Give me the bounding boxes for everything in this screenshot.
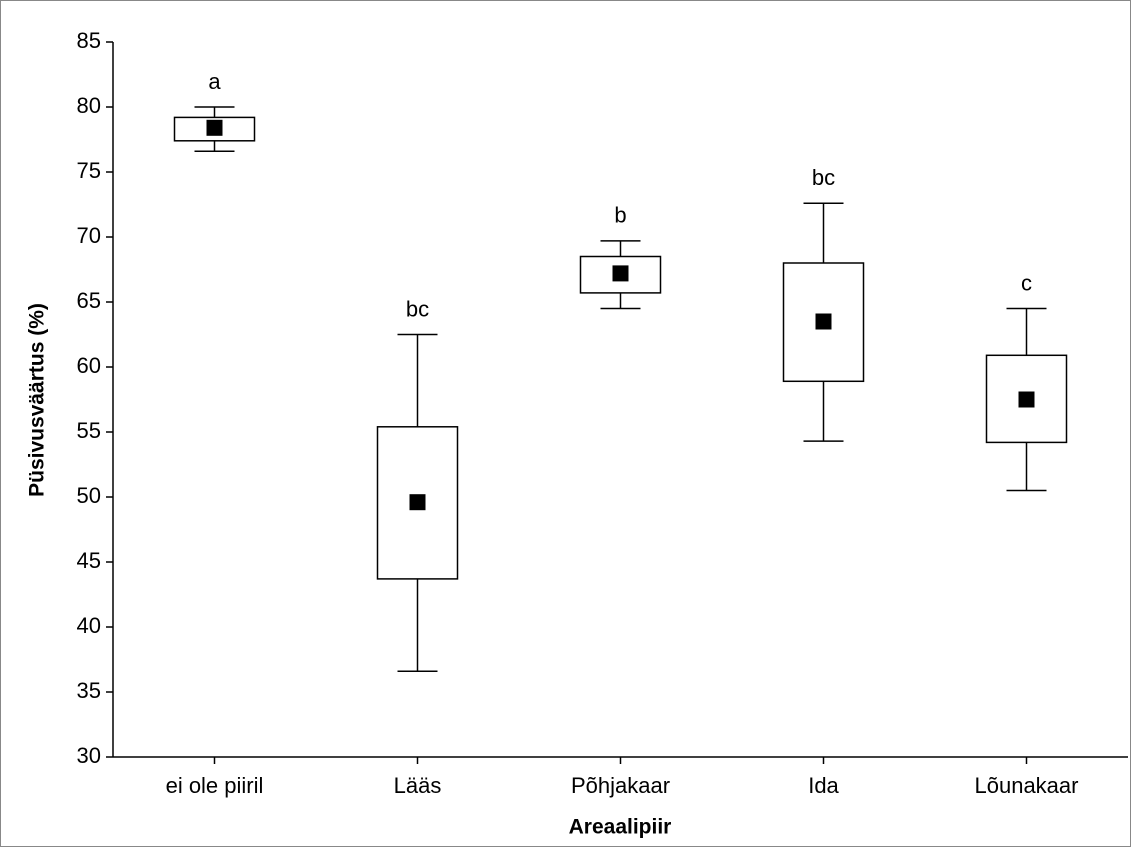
mean-marker	[612, 265, 629, 282]
y-tick-label: 85	[77, 28, 101, 53]
y-tick-label: 60	[77, 353, 101, 378]
y-tick-label: 50	[77, 483, 101, 508]
y-tick-label: 35	[77, 678, 101, 703]
x-tick-label: Lõunakaar	[975, 773, 1079, 798]
annotation: c	[1021, 270, 1032, 295]
y-axis-label: Püsivusväärtus (%)	[26, 303, 49, 497]
mean-marker	[1018, 391, 1035, 408]
x-axis-label: Areaalipiir	[569, 816, 672, 839]
y-tick-label: 30	[77, 743, 101, 768]
annotation: bc	[406, 296, 429, 321]
y-tick-label: 45	[77, 548, 101, 573]
x-tick-label: ei ole piiril	[166, 773, 264, 798]
annotation: a	[208, 69, 221, 94]
y-tick-label: 40	[77, 613, 101, 638]
x-tick-label: Põhjakaar	[571, 773, 670, 798]
y-tick-label: 75	[77, 158, 101, 183]
y-tick-label: 65	[77, 288, 101, 313]
y-tick-label: 70	[77, 223, 101, 248]
x-tick-label: Lääs	[394, 773, 442, 798]
annotation: bc	[812, 165, 835, 190]
x-tick-label: Ida	[808, 773, 839, 798]
mean-marker	[815, 313, 832, 330]
mean-marker	[206, 119, 223, 136]
annotation: b	[614, 203, 626, 228]
mean-marker	[409, 494, 426, 511]
y-tick-label: 55	[77, 418, 101, 443]
y-tick-label: 80	[77, 93, 101, 118]
